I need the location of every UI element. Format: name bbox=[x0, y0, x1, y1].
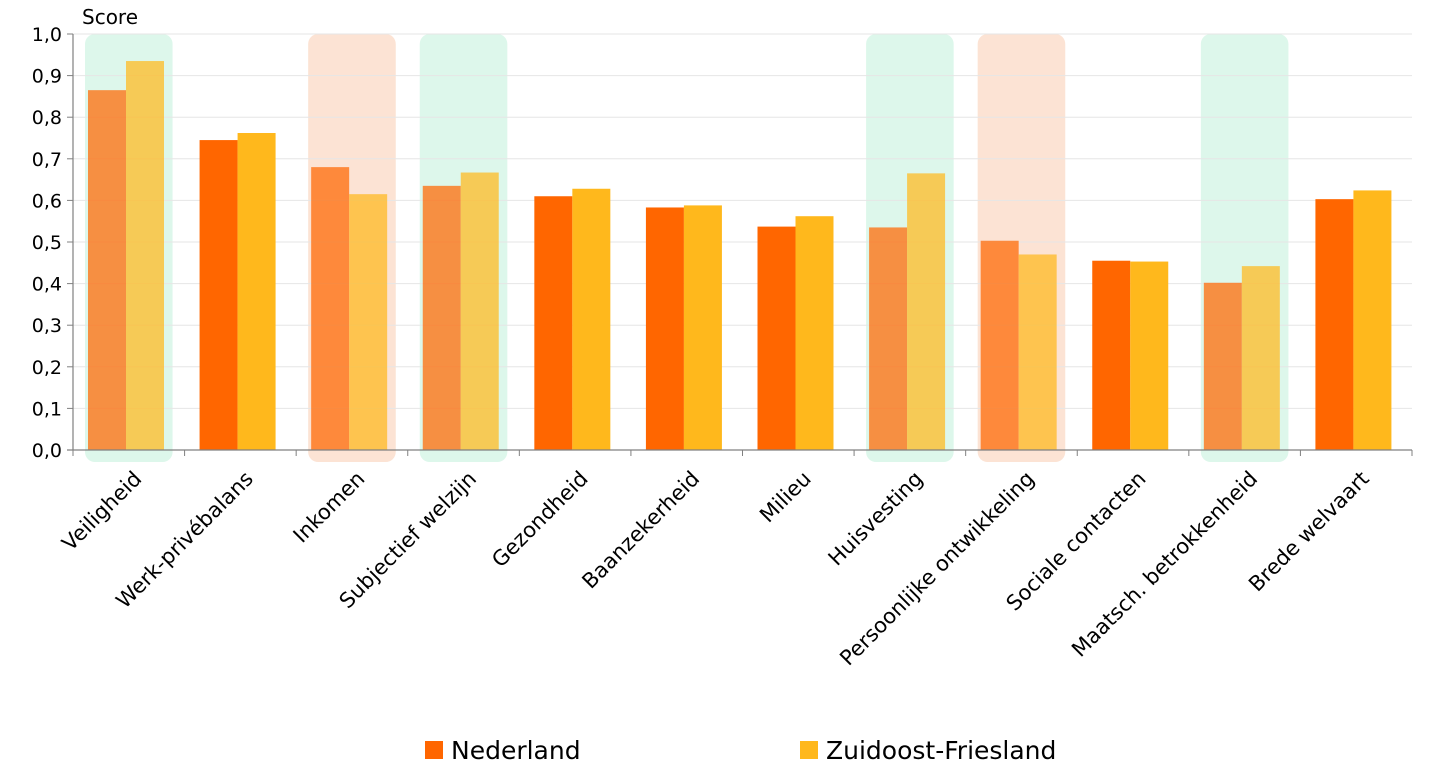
legend-item-zuidoost-friesland: Zuidoost-Friesland bbox=[800, 733, 1056, 767]
bar-nederland-4 bbox=[534, 196, 573, 450]
bar-nederland-0 bbox=[88, 90, 126, 450]
bar-zuidoost-friesland-2 bbox=[349, 194, 388, 450]
bar-zuidoost-friesland-0 bbox=[126, 61, 164, 450]
y-tick-label: 0,2 bbox=[32, 357, 62, 379]
y-tick-label: 0,3 bbox=[32, 315, 62, 337]
bar-nederland-1 bbox=[199, 140, 238, 450]
x-tick-label: Gezondheid bbox=[487, 467, 592, 572]
y-tick-label: 0,1 bbox=[32, 398, 62, 420]
x-tick-label: Milieu bbox=[755, 467, 816, 528]
bar-zuidoost-friesland-4 bbox=[572, 188, 611, 450]
x-tick-label: Huisvesting bbox=[824, 467, 928, 571]
y-tick-label: 0,5 bbox=[32, 232, 62, 254]
y-tick-label: 1,0 bbox=[32, 24, 62, 46]
bar-nederland-3 bbox=[422, 185, 461, 450]
x-tick-label: Veiligheid bbox=[57, 467, 146, 556]
axis-layer bbox=[67, 33, 1413, 456]
legend: Nederland Zuidoost-Friesland bbox=[0, 733, 1439, 767]
bar-zuidoost-friesland-3 bbox=[460, 172, 499, 450]
legend-label-nederland: Nederland bbox=[451, 735, 581, 765]
bar-nederland-7 bbox=[869, 227, 908, 450]
y-tick-label: 0,8 bbox=[32, 107, 62, 129]
bar-zuidoost-friesland-6 bbox=[795, 216, 834, 450]
x-tick-label: Baanzekerheid bbox=[577, 467, 704, 594]
legend-label-zuidoost-friesland: Zuidoost-Friesland bbox=[826, 735, 1057, 765]
bar-nederland-2 bbox=[311, 167, 350, 450]
bar-zuidoost-friesland-11 bbox=[1353, 190, 1392, 450]
bar-zuidoost-friesland-8 bbox=[1018, 254, 1057, 450]
bar-layer bbox=[88, 61, 1392, 451]
bar-nederland-8 bbox=[980, 240, 1019, 450]
y-axis-title: Score bbox=[82, 5, 138, 29]
y-tick-label: 0,9 bbox=[32, 66, 62, 88]
bar-nederland-11 bbox=[1315, 199, 1354, 450]
bar-zuidoost-friesland-7 bbox=[907, 173, 946, 451]
x-tick-label: Persoonlijke ontwikkeling bbox=[835, 467, 1039, 671]
x-tick-label: Inkomen bbox=[289, 467, 370, 548]
legend-swatch-zuidoost-friesland bbox=[800, 741, 818, 759]
x-tick-label: Maatsch. betrokkenheid bbox=[1067, 467, 1262, 662]
x-tick-label: Brede welvaart bbox=[1244, 467, 1374, 597]
legend-item-nederland: Nederland bbox=[425, 733, 581, 767]
bar-zuidoost-friesland-9 bbox=[1130, 261, 1169, 450]
y-tick-label: 0,4 bbox=[32, 274, 62, 296]
bar-zuidoost-friesland-10 bbox=[1241, 266, 1280, 450]
y-tick-label: 0,7 bbox=[32, 149, 62, 171]
legend-swatch-nederland bbox=[425, 741, 443, 759]
bar-nederland-10 bbox=[1203, 282, 1242, 450]
grid-layer bbox=[73, 33, 1412, 409]
bar-zuidoost-friesland-5 bbox=[683, 205, 722, 450]
y-tick-label: 0,0 bbox=[32, 440, 62, 462]
bar-nederland-9 bbox=[1092, 260, 1131, 450]
bar-nederland-5 bbox=[645, 207, 684, 450]
y-tick-label: 0,6 bbox=[32, 190, 62, 212]
bar-nederland-6 bbox=[757, 226, 796, 450]
bar-zuidoost-friesland-1 bbox=[237, 133, 276, 450]
